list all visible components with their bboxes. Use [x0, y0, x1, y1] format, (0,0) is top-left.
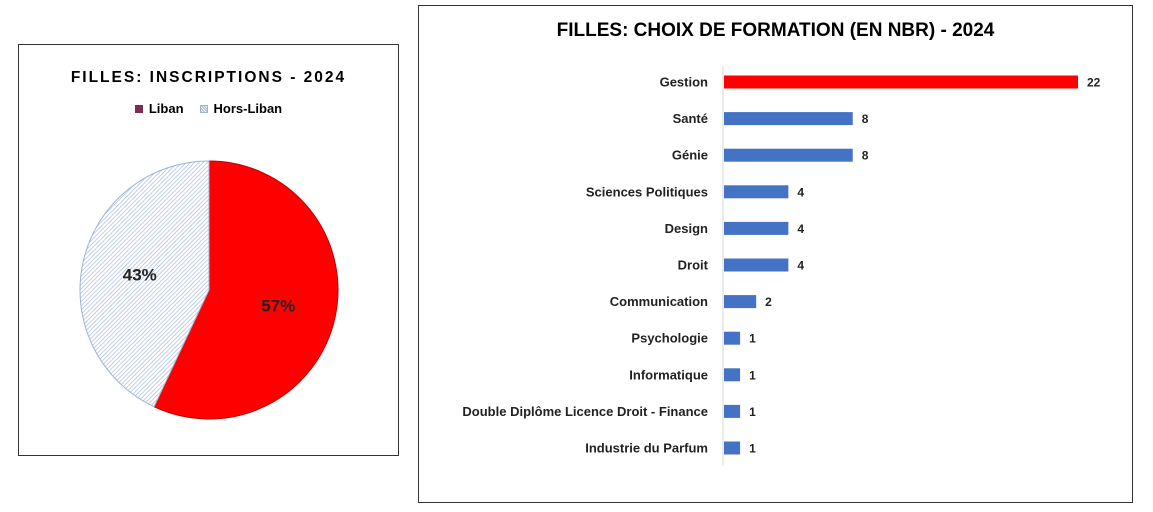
bar-value-label: 8 — [862, 112, 869, 126]
pie-slice-label: 57% — [261, 296, 295, 315]
bar-value-label: 1 — [749, 405, 756, 419]
bar-value-label: 4 — [797, 185, 804, 199]
bar — [724, 112, 853, 126]
bar-chart-title: FILLES: CHOIX DE FORMATION (EN NBR) - 20… — [556, 20, 995, 41]
category-label: Psychologie — [631, 331, 708, 346]
bar — [724, 185, 789, 199]
category-label: Communication — [610, 294, 708, 309]
bar-value-label: 4 — [797, 259, 804, 273]
bar-value-label: 1 — [749, 442, 756, 456]
pie-chart-title: FILLES: INSCRIPTIONS - 2024 — [70, 69, 347, 86]
bar — [724, 221, 789, 235]
bar-value-label: 2 — [765, 295, 772, 309]
category-label: Gestion — [660, 75, 708, 90]
bar — [724, 368, 741, 382]
bar — [724, 331, 741, 345]
category-label: Génie — [672, 148, 708, 163]
bar-chart-panel: FILLES: CHOIX DE FORMATION (EN NBR) - 20… — [418, 5, 1133, 503]
legend-label-liban: Liban — [148, 101, 184, 116]
pie-slice-hors-liban — [79, 160, 210, 408]
category-label: Design — [665, 221, 708, 236]
bar-value-label: 4 — [797, 222, 804, 236]
pie-legend: Liban Hors-Liban — [19, 101, 398, 116]
category-label: Industrie du Parfum — [585, 441, 708, 456]
bar-value-label: 1 — [749, 332, 756, 346]
legend-item-hors-liban: Hors-Liban — [199, 101, 283, 116]
bar-value-label: 1 — [749, 368, 756, 382]
bar — [724, 258, 789, 272]
category-label: Sciences Politiques — [586, 184, 708, 199]
bar — [724, 441, 741, 455]
bar — [724, 75, 1078, 89]
legend-item-liban: Liban — [134, 101, 184, 116]
legend-swatch-hors-liban — [199, 104, 208, 113]
legend-swatch-liban — [134, 104, 143, 113]
category-label: Santé — [673, 111, 708, 126]
category-label: Informatique — [629, 367, 708, 382]
bar-chart: Gestion 22 Santé 8 Génie 8 Sciences Politiques… — [462, 66, 1101, 466]
pie-slice-label: 43% — [123, 266, 157, 285]
pie-chart: 57% 43% — [79, 160, 339, 420]
bar — [724, 404, 741, 418]
category-label: Droit — [678, 258, 709, 273]
bar-value-label: 8 — [862, 149, 869, 163]
pie-slice-liban — [153, 160, 339, 420]
bar — [724, 295, 757, 309]
bar — [724, 148, 853, 162]
category-label: Double Diplôme Licence Droit - Finance — [462, 404, 708, 419]
bar-value-label: 22 — [1087, 76, 1101, 90]
pie-chart-panel: FILLES: INSCRIPTIONS - 2024 Liban Hors-L… — [18, 44, 399, 456]
legend-label-hors-liban: Hors-Liban — [213, 101, 283, 116]
